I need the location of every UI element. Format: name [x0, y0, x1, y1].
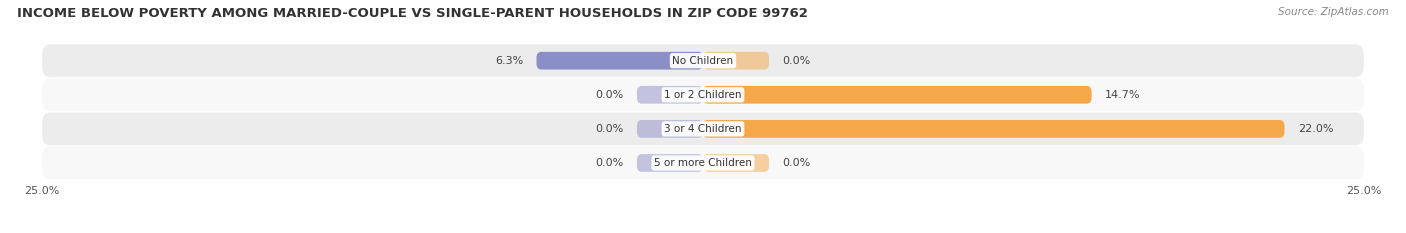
Text: 6.3%: 6.3%: [495, 56, 523, 66]
FancyBboxPatch shape: [703, 120, 1285, 138]
FancyBboxPatch shape: [42, 147, 1364, 179]
FancyBboxPatch shape: [537, 52, 703, 70]
Text: 0.0%: 0.0%: [596, 124, 624, 134]
FancyBboxPatch shape: [703, 154, 769, 172]
FancyBboxPatch shape: [42, 44, 1364, 77]
FancyBboxPatch shape: [42, 113, 1364, 145]
FancyBboxPatch shape: [703, 52, 769, 70]
Text: 5 or more Children: 5 or more Children: [654, 158, 752, 168]
Text: 0.0%: 0.0%: [782, 158, 810, 168]
Text: 3 or 4 Children: 3 or 4 Children: [664, 124, 742, 134]
FancyBboxPatch shape: [703, 86, 1091, 104]
FancyBboxPatch shape: [42, 79, 1364, 111]
FancyBboxPatch shape: [637, 120, 703, 138]
Text: INCOME BELOW POVERTY AMONG MARRIED-COUPLE VS SINGLE-PARENT HOUSEHOLDS IN ZIP COD: INCOME BELOW POVERTY AMONG MARRIED-COUPL…: [17, 7, 807, 20]
Text: 22.0%: 22.0%: [1298, 124, 1333, 134]
FancyBboxPatch shape: [637, 86, 703, 104]
Text: Source: ZipAtlas.com: Source: ZipAtlas.com: [1278, 7, 1389, 17]
Text: 0.0%: 0.0%: [596, 158, 624, 168]
Text: 0.0%: 0.0%: [782, 56, 810, 66]
Text: 14.7%: 14.7%: [1105, 90, 1140, 100]
FancyBboxPatch shape: [637, 154, 703, 172]
Text: No Children: No Children: [672, 56, 734, 66]
Text: 0.0%: 0.0%: [596, 90, 624, 100]
Text: 1 or 2 Children: 1 or 2 Children: [664, 90, 742, 100]
